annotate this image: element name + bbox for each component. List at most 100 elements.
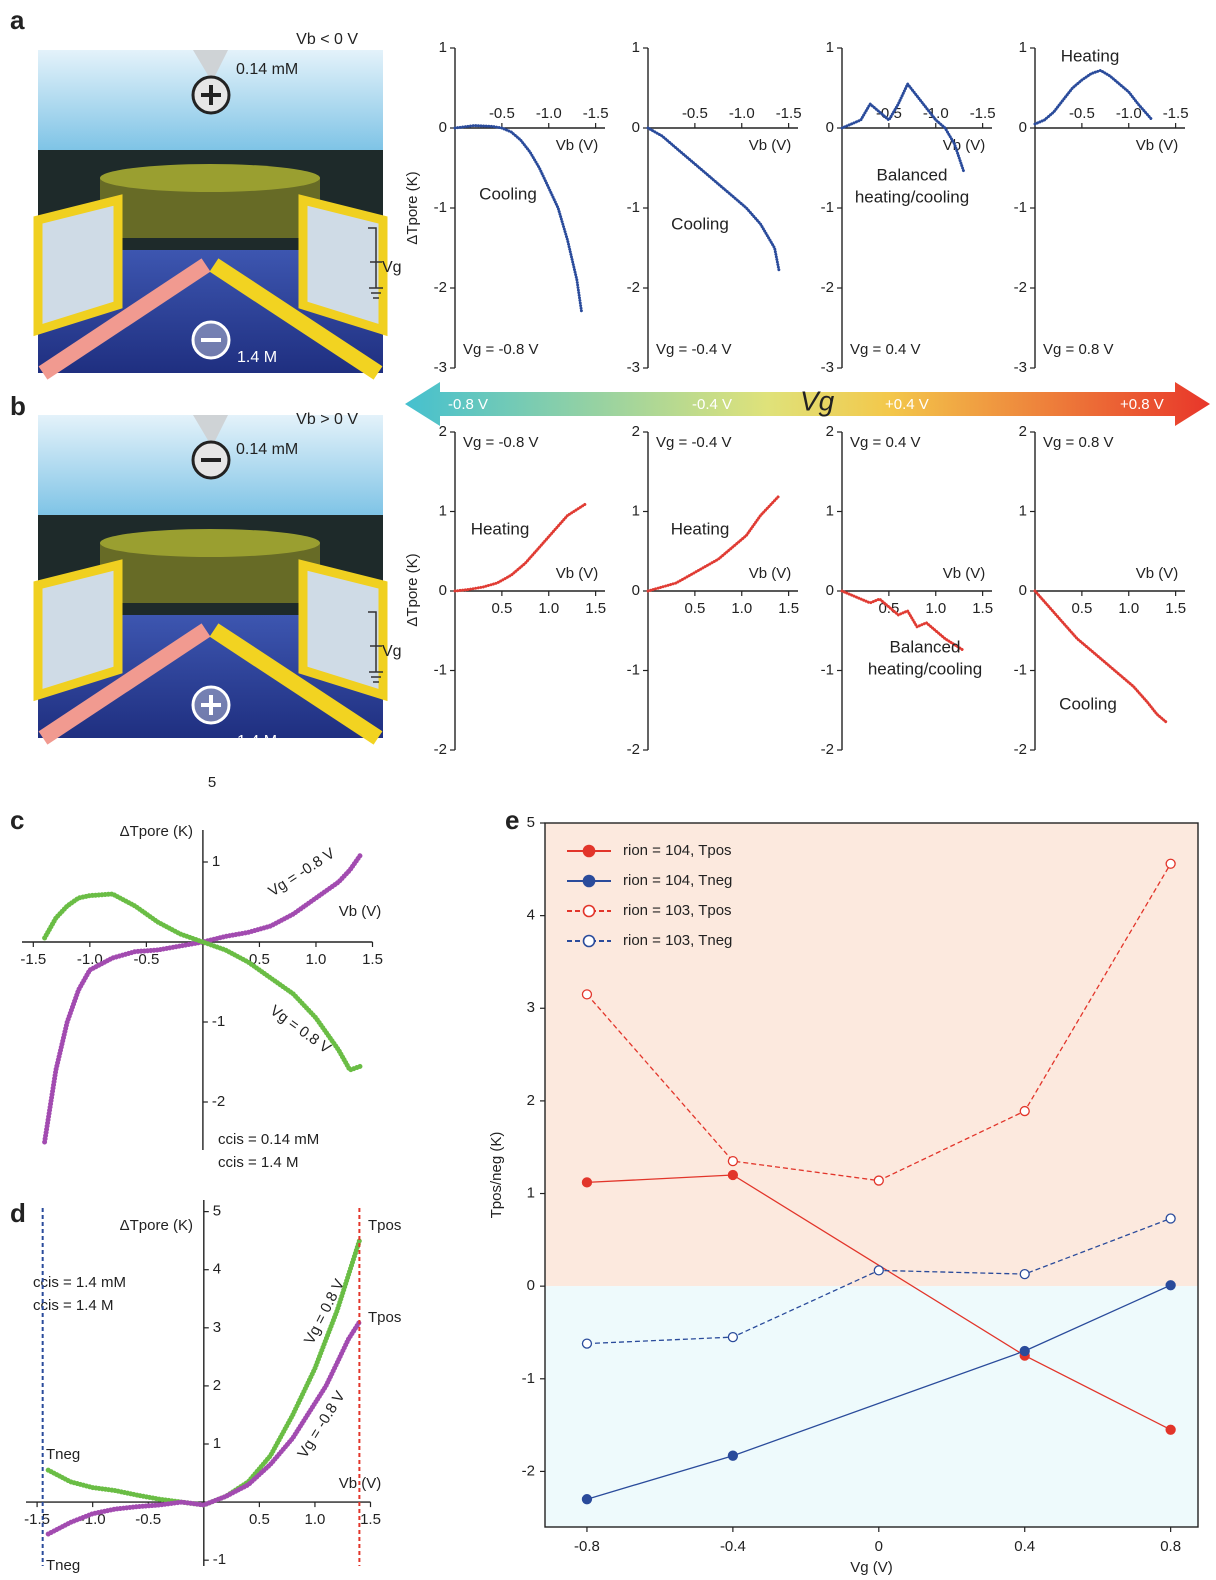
x-tick-label: -1.5 [24,1511,50,1528]
data-point [582,1495,591,1504]
y-axis-label: ΔTpore (K) [404,553,421,626]
reference-label: Tneg [46,1446,80,1463]
x-tick-label: 1.0 [925,600,946,617]
legend-label: rion = 104, Tneg [623,872,732,889]
positive-region [545,823,1198,1286]
x-tick-label: -1.0 [729,105,755,122]
y-tick-label: -2 [1014,741,1027,758]
annotation: ccis = 0.14 mM [218,1131,319,1148]
x-axis-label: Vg (V) [850,1559,893,1576]
y-tick-label: 1 [439,39,447,56]
x-axis-label: Vb (V) [1136,565,1179,582]
gate-label: Vg [382,643,402,660]
annotation: ccis = 1.4 M [218,1154,298,1171]
x-tick-label: 1.0 [1118,600,1139,617]
x-axis-label: Vb (V) [943,137,986,154]
y-tick-label: -3 [821,359,834,376]
panel-label: a [10,5,25,35]
data-point [1020,1270,1029,1279]
x-tick-label: 1.5 [972,600,993,617]
y-tick-label: 0 [439,119,447,136]
x-axis-label: Vb (V) [556,565,599,582]
trans-label: 1.4 M [237,349,277,366]
y-tick-label: -2 [627,741,640,758]
data-point [1166,1214,1175,1223]
legend-label: rion = 103, Tpos [623,902,732,919]
x-tick-label: 1.5 [362,951,383,968]
y-tick-label: -3 [434,359,447,376]
annotation: Cooling [1059,694,1117,713]
data-point [728,1157,737,1166]
gate-scale-label: +0.8 V [1120,396,1164,413]
y-tick-label: 2 [439,423,447,440]
annotation: Cooling [671,214,729,233]
panel-label: b [10,391,26,421]
x-tick-label: 1.5 [1165,600,1186,617]
y-tick-label: -1 [627,199,640,216]
x-tick-label: -0.5 [135,1511,161,1528]
x-tick-label: 1.0 [538,600,559,617]
y-tick-label: -1 [821,199,834,216]
annotation: Heating [471,519,530,538]
trans-label: 1.4 M [237,733,277,750]
y-tick-label: -3 [627,359,640,376]
gate-scale-label: -0.8 V [448,396,488,413]
y-tick-label: -1 [212,1013,225,1030]
y-tick-label: 1 [826,502,834,519]
gate-label: Vg = 0.8 V [1043,434,1113,451]
x-tick-label: 1.0 [306,951,327,968]
x-tick-label: 1.0 [731,600,752,617]
x-tick-label: -1.5 [20,951,46,968]
y-tick-label: -2 [821,741,834,758]
bias-label: Vb > 0 V [296,411,358,428]
panel-label: e [505,805,519,835]
illustration [38,50,383,373]
y-tick-label: -2 [212,1093,225,1110]
x-tick-label: 1.0 [305,1511,326,1528]
legend-label: rion = 104, Tpos [623,842,732,859]
y-tick-label: 1 [212,853,220,870]
y-tick-label: 3 [213,1319,221,1336]
legend-label: rion = 103, Tneg [623,932,732,949]
annotation: Balanced [877,165,948,184]
x-tick-label: 0.4 [1014,1538,1035,1555]
y-tick-label: 4 [527,907,535,924]
y-tick-label: 2 [213,1377,221,1394]
x-tick-label: -0.5 [682,105,708,122]
data-point [1166,1281,1175,1290]
annotation: ccis = 1.4 mM [33,1274,126,1291]
data-point [582,1339,591,1348]
y-tick-label: -3 [1014,359,1027,376]
y-tick-label: 0 [527,1277,535,1294]
y-tick-label: 5 [213,1203,221,1220]
x-tick-label: -1.5 [970,105,996,122]
y-axis-label: ΔTpore (K) [404,171,421,244]
x-tick-label: -0.5 [1069,105,1095,122]
data-point [728,1171,737,1180]
x-tick-label: -1.0 [1116,105,1142,122]
annotation: Cooling [479,184,537,203]
y-tick-label: 2 [527,1092,535,1109]
y-tick-label: 0 [632,119,640,136]
y-tick-label: -1 [213,1551,226,1568]
y-tick-label: 0 [1019,582,1027,599]
x-tick-label: -0.4 [720,1538,746,1555]
annotation: Heating [671,519,730,538]
y-tick-label: 3 [527,999,535,1016]
gate-scale-label: +0.4 V [885,396,929,413]
y-tick-label: 1 [826,39,834,56]
y-tick-label: -1 [821,661,834,678]
legend-marker [584,846,595,857]
x-tick-label: -1.0 [536,105,562,122]
panel-label: c [10,805,24,835]
y-tick-label: 1 [213,1435,221,1452]
x-tick-label: -0.5 [489,105,515,122]
x-tick-label: 1.5 [778,600,799,617]
gate-label: Vg = -0.8 V [463,341,538,358]
y-tick-label: -1 [434,199,447,216]
annotation: heating/cooling [868,659,982,678]
data-point [1166,859,1175,868]
y-tick-label: -2 [1014,279,1027,296]
gate-label: Vg = 0.8 V [1043,341,1113,358]
x-axis-label: Vb (V) [749,137,792,154]
